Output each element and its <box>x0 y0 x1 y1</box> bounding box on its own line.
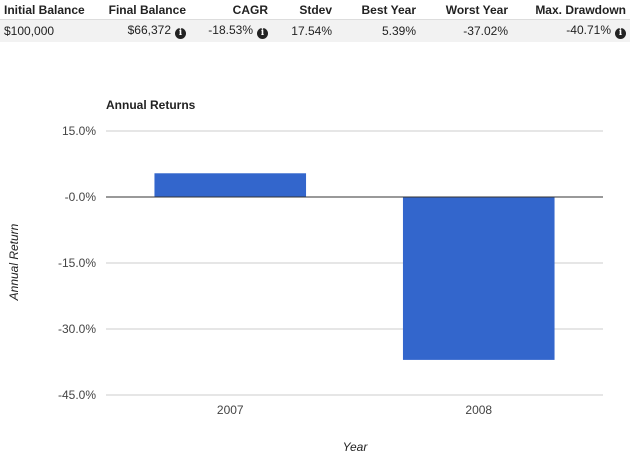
initial-balance-header: Initial Balance <box>4 2 85 17</box>
max-drawdown-header: Max. Drawdown <box>535 2 626 17</box>
info-icon[interactable]: i <box>257 28 268 39</box>
bars <box>154 173 555 360</box>
y-tick-label: -30.0% <box>58 322 96 336</box>
worst-year-header: Worst Year <box>445 2 508 17</box>
y-axis-title: Annual Return <box>7 223 21 301</box>
best-year-value: 5.39% <box>381 24 416 38</box>
cagr-value: -18.53% <box>208 23 253 37</box>
best-year-header: Best Year <box>361 2 417 17</box>
summary-header-row: Initial Balance Final Balance CAGR Stdev… <box>0 0 630 20</box>
final-balance-value: $66,372 <box>127 23 171 37</box>
stdev-value: 17.54% <box>291 24 332 38</box>
final-balance-header: Final Balance <box>108 2 186 17</box>
worst-year-cell: -37.02% <box>420 19 512 42</box>
max-drawdown-value: -40.71% <box>566 23 611 37</box>
y-tick-labels: 15.0% -0.0% -15.0% -30.0% -45.0% <box>58 124 96 402</box>
summary-value-row: $100,000 $66,372 i -18.53% i 17.54% 5.39% … <box>0 19 630 42</box>
annual-returns-chart: Annual Returns 15.0% -0.0% -15.0% -30.0% -45… <box>7 98 603 454</box>
chart-title: Annual Returns <box>106 98 196 112</box>
info-icon[interactable]: i <box>175 28 186 39</box>
final-balance-cell: $66,372 i <box>96 19 190 42</box>
summary-stats: Initial Balance Final Balance CAGR Stdev… <box>0 0 630 42</box>
bar-2007 <box>154 173 307 197</box>
summary-table: Initial Balance Final Balance CAGR Stdev… <box>0 0 630 42</box>
bar-2008 <box>402 197 555 360</box>
best-year-cell: 5.39% <box>336 19 420 42</box>
stdev-cell: 17.54% <box>272 19 336 42</box>
initial-balance-cell: $100,000 <box>0 19 96 42</box>
y-tick-label: -0.0% <box>65 190 97 204</box>
y-tick-label: -15.0% <box>58 256 96 270</box>
y-tick-label: -45.0% <box>58 388 96 402</box>
x-tick-label: 2008 <box>465 403 492 417</box>
max-drawdown-cell: -40.71% i <box>512 19 630 42</box>
cagr-cell: -18.53% i <box>190 19 272 42</box>
x-tick-labels: 2007 2008 <box>217 403 493 417</box>
x-tick-label: 2007 <box>217 403 244 417</box>
cagr-header: CAGR <box>232 2 268 17</box>
initial-balance-value: $100,000 <box>4 24 55 38</box>
worst-year-value: -37.02% <box>463 24 508 38</box>
y-tick-label: 15.0% <box>62 124 96 138</box>
x-axis-title: Year <box>343 440 369 454</box>
info-icon[interactable]: i <box>615 28 626 39</box>
stdev-header: Stdev <box>299 2 332 17</box>
